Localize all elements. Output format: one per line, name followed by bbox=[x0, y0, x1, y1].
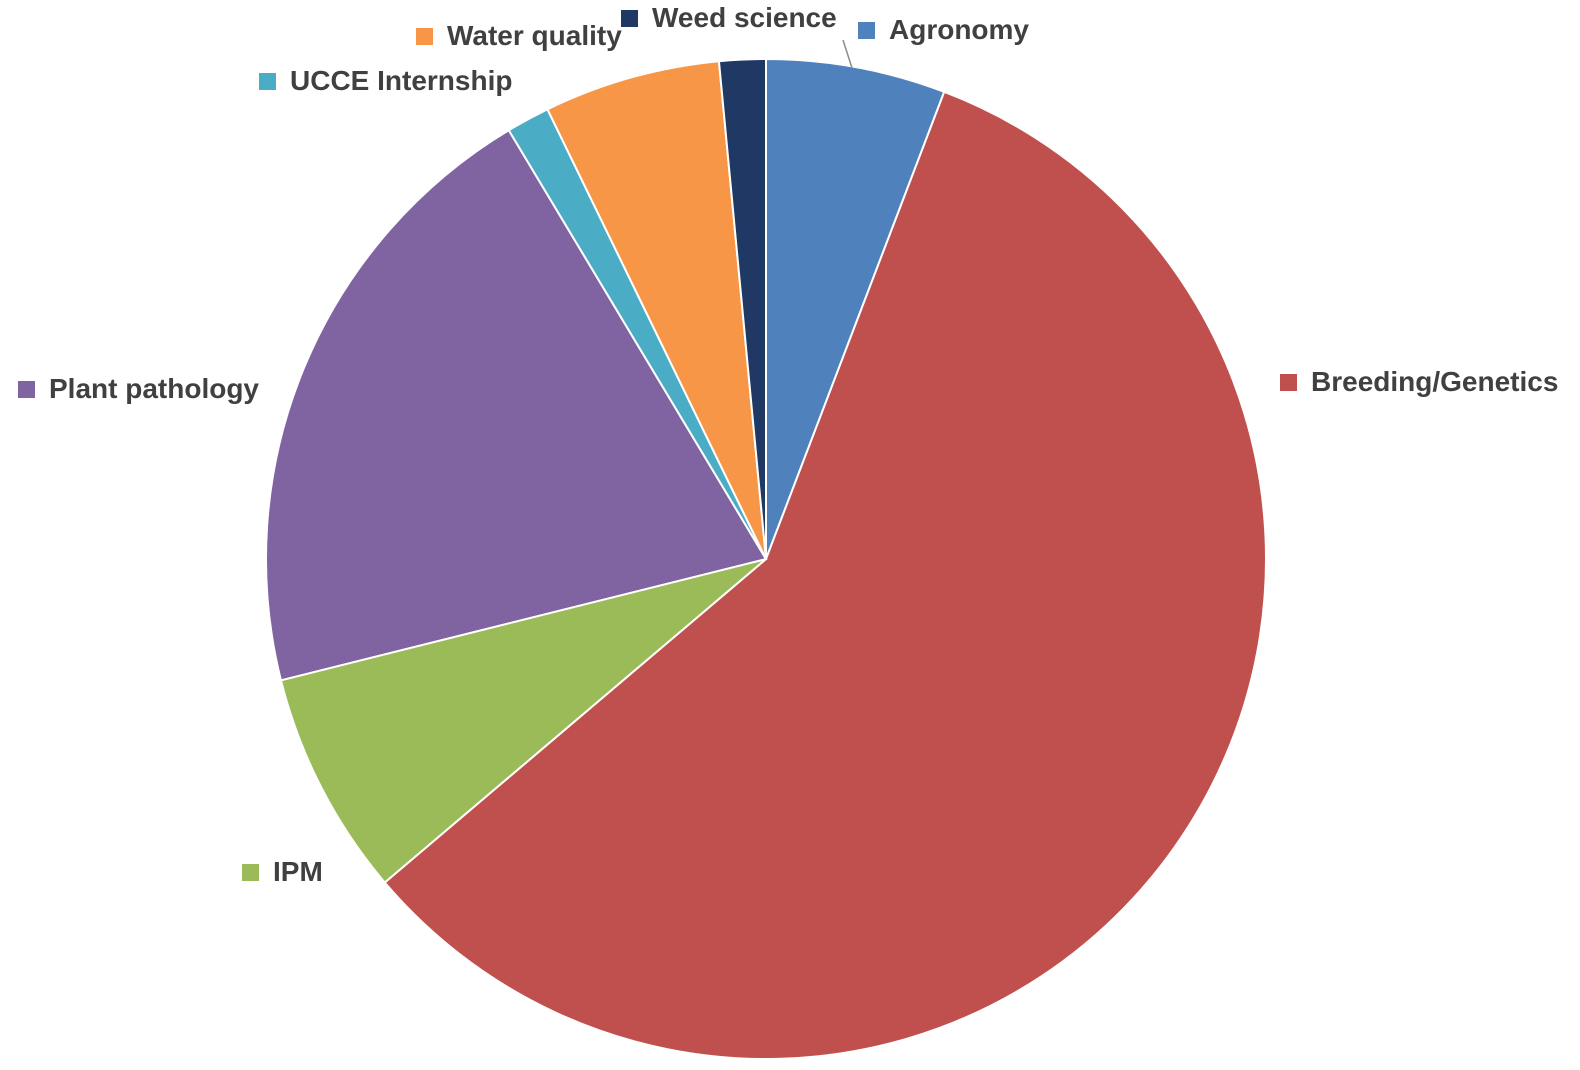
slice-label-ucce-internship: UCCE Internship bbox=[290, 65, 512, 96]
slice-label-ipm: IPM bbox=[273, 856, 323, 887]
legend-key-ipm bbox=[242, 864, 259, 881]
legend-key-breeding-genetics bbox=[1280, 374, 1297, 391]
leader-lines bbox=[842, 39, 853, 69]
slice-label-agronomy: Agronomy bbox=[889, 14, 1029, 45]
slice-label-weed-science: Weed science bbox=[652, 2, 837, 33]
pie-slice-agronomy bbox=[765, 57, 946, 560]
pie-slices bbox=[265, 57, 1267, 1060]
slice-label-plant-pathology: Plant pathology bbox=[49, 373, 259, 404]
pie-slice-water-quality bbox=[546, 60, 767, 560]
legend-key-weed-science bbox=[621, 10, 638, 27]
slice-label-water-quality: Water quality bbox=[447, 20, 622, 51]
pie-slice-plant-pathology bbox=[265, 128, 768, 682]
legend-key-plant-pathology bbox=[18, 381, 35, 398]
leader-line-agronomy bbox=[842, 39, 853, 69]
pie-slice-breeding-genetics bbox=[383, 90, 1267, 1060]
legend-key-water-quality bbox=[416, 28, 433, 45]
pie-slice-ipm bbox=[279, 558, 767, 884]
pie-slice-weed-science bbox=[717, 57, 767, 560]
slice-labels: Agronomy Breeding/Genetics IPM Plant pathol… bbox=[18, 2, 1558, 887]
slice-label-breeding-genetics: Breeding/Genetics bbox=[1311, 366, 1558, 397]
legend-key-agronomy bbox=[858, 22, 875, 39]
legend-key-ucce-internship bbox=[259, 73, 276, 90]
